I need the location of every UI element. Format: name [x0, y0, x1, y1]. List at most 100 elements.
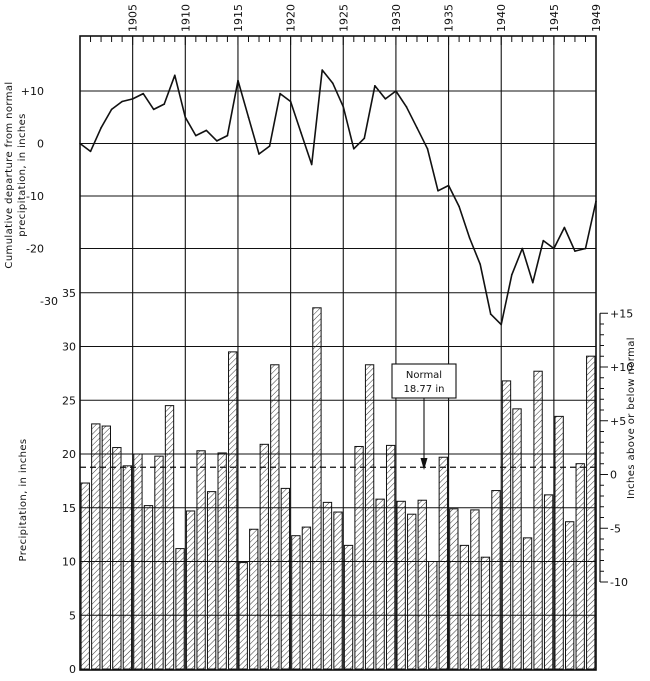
precipitation-bar [449, 508, 459, 670]
year-tick-label: 1910 [179, 4, 192, 32]
precipitation-bar [80, 482, 90, 670]
cumulative-departure-point [447, 184, 450, 187]
precipitation-bar [343, 544, 354, 670]
cumulative-departure-point [331, 82, 334, 84]
precipitation-bar [312, 307, 322, 670]
lower-y-tick-label: 15 [62, 502, 76, 515]
cumulative-departure-point [521, 247, 524, 250]
cumulative-departure-point [110, 108, 113, 111]
precipitation-bar [554, 415, 564, 670]
cumulative-departure-point [584, 247, 587, 250]
precipitation-bar [407, 513, 417, 670]
precipitation-bar [196, 450, 206, 670]
precipitation-bar [533, 370, 543, 670]
precipitation-bar [185, 510, 196, 670]
precipitation-bar [396, 500, 406, 670]
year-tick-label: 1935 [443, 4, 456, 32]
precipitation-bar [459, 544, 470, 670]
right-axis-ticks [600, 312, 608, 583]
precipitation-bar [333, 511, 343, 670]
cumulative-departure-point [216, 140, 218, 142]
precipitation-bar [270, 364, 280, 670]
year-tick-label: 1945 [548, 4, 561, 32]
cumulative-departure-point [468, 237, 471, 239]
cumulative-departure-point [489, 313, 492, 315]
precipitation-bar [586, 355, 596, 670]
precipitation-bar [259, 443, 269, 670]
upper-y-tick-label: -10 [26, 190, 44, 203]
cumulative-departure-point [352, 147, 355, 150]
cumulative-departure-point [142, 92, 144, 95]
year-tick-label: 1905 [127, 4, 140, 32]
cumulative-departure-point [237, 79, 239, 82]
right-y-tick-label: +5 [610, 415, 626, 428]
year-tick-label: 1949 [590, 4, 603, 32]
precipitation-bar [301, 526, 312, 670]
lower-y-tick-labels: 0 5 10 15 20 25 30 35 [62, 287, 76, 676]
cumulative-departure-point [479, 263, 481, 266]
year-tick-label: 1940 [495, 4, 508, 32]
cumulative-departure-panel: +10 0 -10 -20 -30 [21, 36, 597, 670]
precipitation-bar [228, 351, 238, 670]
plot-frame [79, 35, 597, 671]
precipitation-bar [565, 521, 575, 670]
precipitation-bar [522, 537, 533, 670]
cumulative-departure-point [131, 98, 134, 100]
precipitation-bar [417, 499, 427, 670]
right-y-tick-label: 0 [610, 469, 617, 482]
precipitation-bar [291, 535, 301, 670]
cumulative-departure-point [195, 134, 197, 137]
cumulative-departure-point [574, 250, 576, 252]
cumulative-departure-point [100, 126, 102, 129]
cumulative-departure-point [184, 116, 187, 119]
upper-y-axis-label-line-2: precipitation, in inches [17, 113, 28, 237]
precipitation-bar [428, 561, 438, 670]
upper-y-tick-label: -30 [40, 295, 58, 308]
normal-annotation: Normal 18.77 in [391, 363, 457, 470]
cumulative-departure-point [321, 69, 324, 71]
precipitation-bar [133, 453, 143, 670]
lower-y-axis-label: Precipitation, in inches [18, 438, 29, 561]
cumulative-departure-line [79, 69, 597, 326]
lower-y-tick-label: 5 [69, 609, 76, 622]
year-tick-labels: 1905 1910 1915 1920 1925 1930 1935 1940 1945 1949 [127, 4, 603, 32]
cumulative-departure-point [226, 134, 229, 137]
annual-precipitation-panel: 0 5 10 15 20 25 30 35 +15 +10 +5 0 -5 -10 [62, 287, 633, 676]
precipitation-bar [470, 509, 480, 670]
precipitation-bar [206, 491, 217, 670]
upper-y-tick-label: -20 [26, 243, 44, 256]
cumulative-departure-point [553, 247, 555, 250]
cumulative-departure-point [395, 90, 397, 92]
right-y-tick-label: +10 [610, 361, 633, 374]
right-y-tick-label: -10 [610, 576, 628, 589]
cumulative-departure-point [247, 116, 250, 119]
upper-y-tick-label: +10 [21, 85, 44, 98]
upper-gridlines [80, 36, 596, 670]
right-y-axis-label: Inches above or below normal [626, 337, 637, 499]
cumulative-departure-point [268, 145, 271, 147]
cumulative-departure-point [258, 153, 260, 155]
cumulative-departure-point [426, 147, 429, 150]
precipitation-bar [385, 444, 396, 670]
precipitation-bar [501, 380, 512, 670]
cumulative-departure-point [163, 103, 166, 105]
year-tick-label: 1915 [232, 4, 245, 32]
precipitation-bar [543, 494, 554, 670]
right-y-tick-labels: +15 +10 +5 0 -5 -10 [610, 307, 633, 589]
cumulative-departure-point [384, 98, 387, 100]
cumulative-departure-point [300, 132, 302, 134]
precipitation-bar [249, 528, 259, 670]
precipitation-bar [280, 487, 291, 670]
upper-y-tick-labels: +10 0 -10 -20 -30 [21, 85, 58, 308]
cumulative-departure-point [289, 100, 292, 103]
cumulative-departure-point [121, 100, 123, 103]
precipitation-bar [512, 408, 522, 670]
lower-y-tick-label: 25 [62, 394, 76, 407]
cumulative-departure-point [173, 74, 176, 77]
precipitation-bar [322, 501, 333, 670]
cumulative-departure-point [205, 129, 208, 132]
precipitation-bar [164, 405, 175, 670]
precipitation-bar [354, 445, 364, 670]
precipitation-bar [143, 505, 154, 670]
